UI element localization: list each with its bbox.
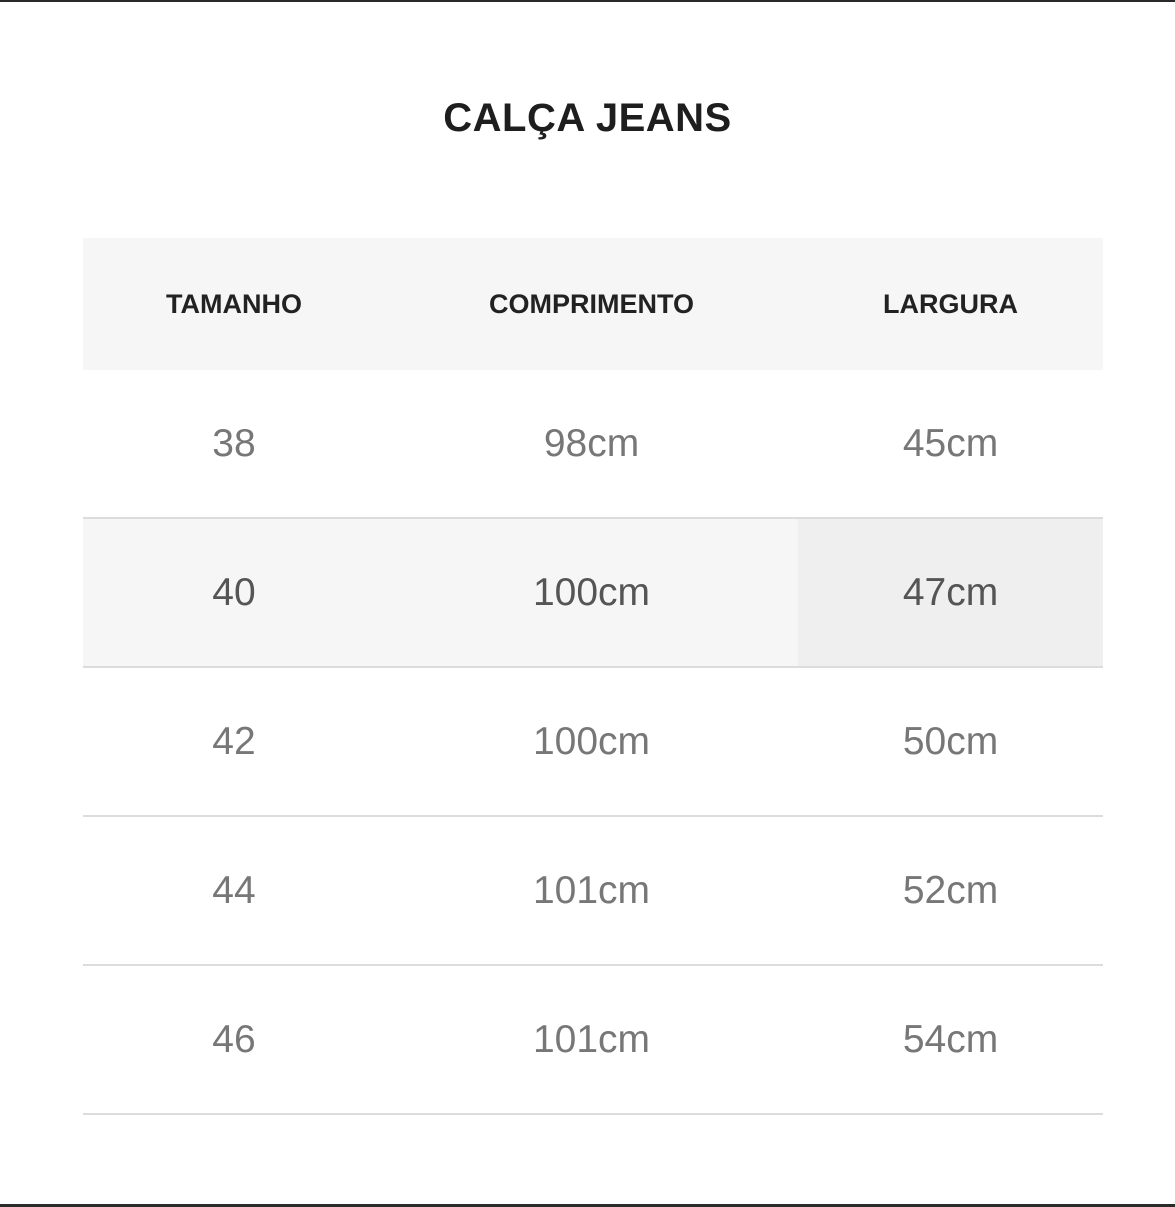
table-row: 46 101cm 54cm xyxy=(83,965,1103,1115)
cell-largura: 50cm xyxy=(798,667,1103,817)
header-largura: LARGURA xyxy=(798,238,1103,370)
table-header-row: TAMANHO COMPRIMENTO LARGURA xyxy=(83,238,1103,370)
table-row: 44 101cm 52cm xyxy=(83,816,1103,966)
cell-tamanho: 42 xyxy=(83,667,385,817)
cell-comprimento: 101cm xyxy=(385,816,798,966)
cell-largura: 45cm xyxy=(798,370,1103,519)
cell-largura: 54cm xyxy=(798,965,1103,1115)
table-row: 42 100cm 50cm xyxy=(83,667,1103,817)
cell-comprimento: 100cm xyxy=(385,667,798,817)
header-tamanho: TAMANHO xyxy=(83,238,385,370)
cell-tamanho: 40 xyxy=(83,518,385,668)
cell-largura: 52cm xyxy=(798,816,1103,966)
page-title: CALÇA JEANS xyxy=(443,96,732,140)
cell-largura: 47cm xyxy=(798,518,1103,668)
header-comprimento: COMPRIMENTO xyxy=(385,238,798,370)
cell-tamanho: 46 xyxy=(83,965,385,1115)
cell-tamanho: 44 xyxy=(83,816,385,966)
table-row-highlighted: 40 100cm 47cm xyxy=(83,518,1103,668)
cell-comprimento: 98cm xyxy=(385,370,798,519)
top-border xyxy=(0,0,1175,2)
cell-comprimento: 100cm xyxy=(385,518,798,668)
table-row: 38 98cm 45cm xyxy=(83,370,1103,519)
bottom-border xyxy=(0,1204,1175,1207)
size-table: TAMANHO COMPRIMENTO LARGURA 38 98cm 45cm… xyxy=(83,238,1103,1115)
cell-comprimento: 101cm xyxy=(385,965,798,1115)
cell-tamanho: 38 xyxy=(83,370,385,519)
